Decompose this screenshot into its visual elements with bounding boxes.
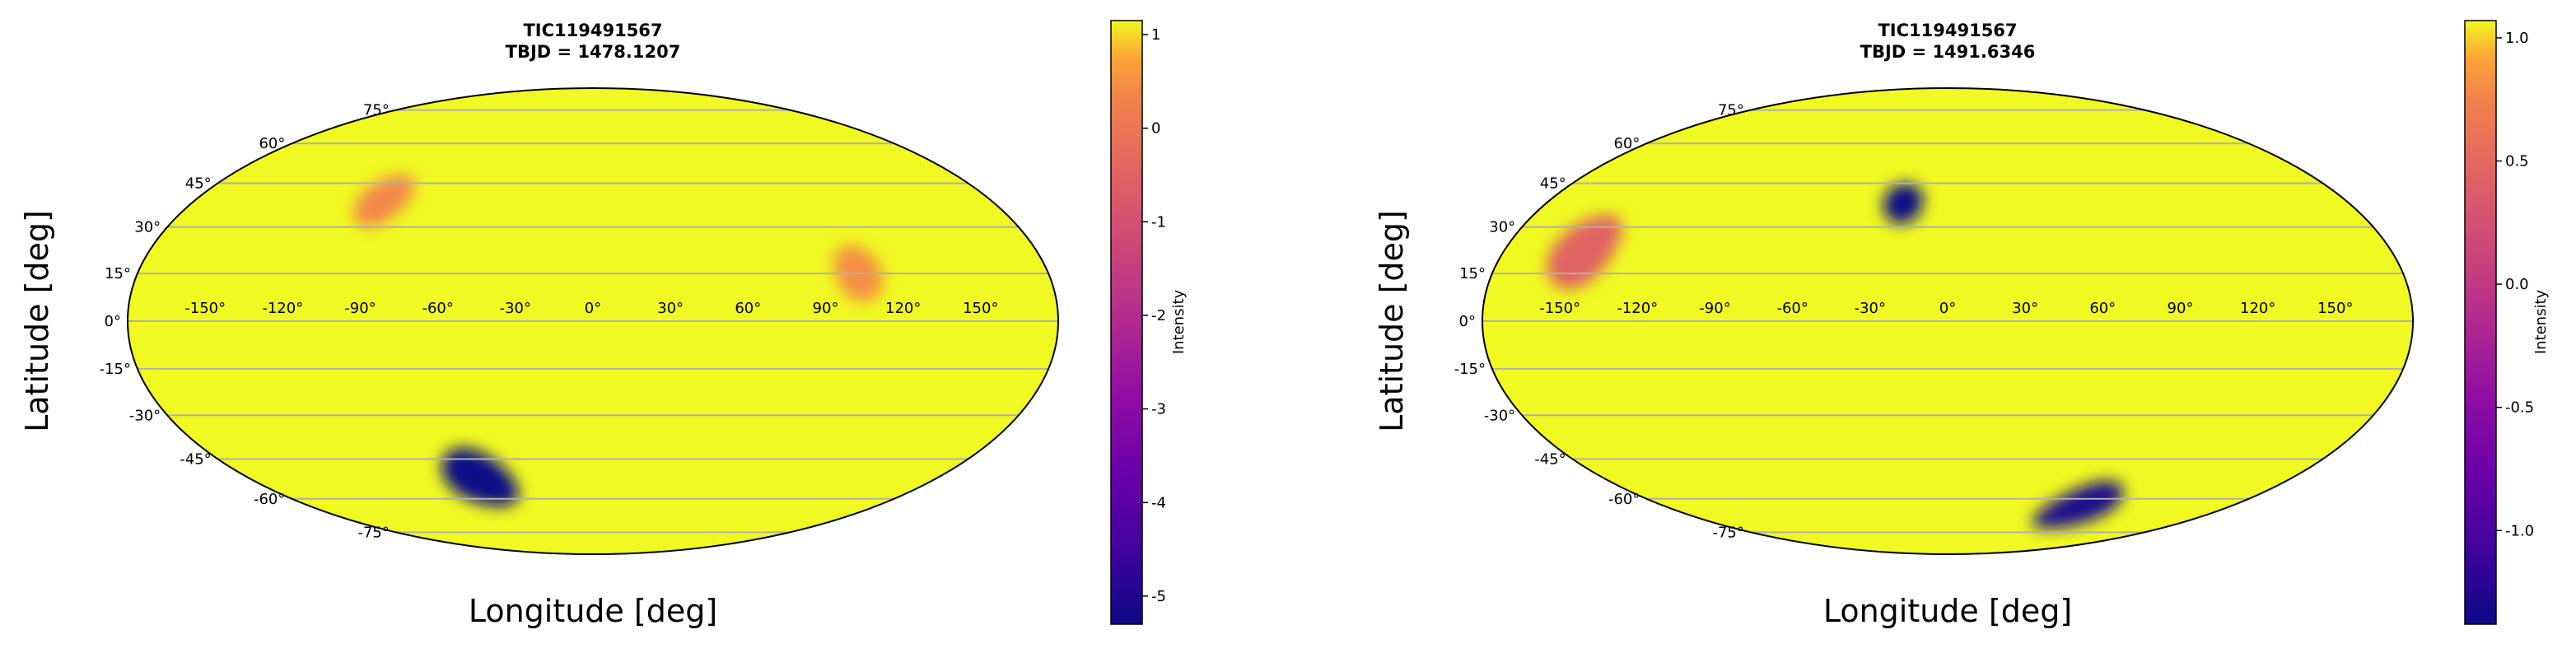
colorbar-tick-label: -3 [1151,401,1166,418]
longitude-tick-label: 30° [2012,300,2038,317]
colorbar-tick-label: -5 [1151,588,1166,605]
intensity-spot [1547,215,1622,290]
latitude-tick-label: -60° [254,491,285,508]
longitude-tick-label: -60° [422,300,453,317]
y-axis-label: Latitude [deg] [19,210,55,432]
colorbar: 1 0 -1 -2 -3 -4 -5 Intensity [1110,20,1188,625]
colorbar-tick-label: 0 [1151,120,1160,138]
latitude-tick-label: 15° [105,265,131,282]
map-panel-2: TIC119491567 TBJD = 1491.6346 -150° -120°… [1374,20,2550,629]
latitude-tick-label: -15° [1454,361,1486,378]
longitude-tick-label: -30° [1855,300,1886,317]
longitude-tick-label: 120° [2240,300,2275,317]
map-panel-1: TIC119491567 TBJD = 1478.1207 -150° -120°… [19,20,1188,629]
graticule [1482,109,2413,534]
latitude-tick-label: -60° [1608,491,1640,508]
map-subtitle: TBJD = 1491.6346 [1860,42,2036,62]
colorbar-tick-label: -4 [1151,494,1166,511]
latitude-tick-label: 0° [105,313,121,330]
longitude-tick-label: 150° [963,300,998,317]
longitude-tick-label: 90° [2168,300,2194,317]
latitude-tick-label: 60° [1613,135,1640,152]
latitude-tick-labels: 75° 60° 45° 30° 15° 0° -15° -30° -45° -60° -75° [100,102,390,542]
x-axis-label: Longitude [deg] [1823,593,2072,629]
longitude-tick-label: -90° [1699,300,1730,317]
y-axis-label: Latitude [deg] [1374,210,1410,432]
colorbar-gradient [1110,20,1143,625]
colorbar-ticks: 1 0 -1 -2 -3 -4 -5 [1142,26,1166,605]
map-title: TIC119491567 [1878,21,2017,40]
longitude-tick-label: -120° [262,300,303,317]
latitude-tick-label: 75° [1718,102,1744,119]
latitude-tick-label: 15° [1459,265,1486,282]
colorbar-tick-label: -1.0 [2505,522,2534,539]
intensity-spot [1883,183,1924,224]
colorbar-tick-label: 0.0 [2505,276,2529,293]
longitude-tick-label: 150° [2317,300,2353,317]
longitude-tick-label: -90° [344,300,376,317]
longitude-tick-label: 30° [657,300,684,317]
latitude-tick-label: -30° [129,407,161,424]
longitude-tick-label: 90° [813,300,839,317]
latitude-tick-label: -45° [180,451,211,469]
graticule [128,109,1058,534]
latitude-tick-label: 75° [363,102,390,119]
map-outline [127,87,1059,555]
latitude-tick-label: -30° [1484,407,1515,424]
colorbar: 1.0 0.5 0.0 -0.5 -1.0 Intensity [2464,20,2550,625]
colorbar-tick-label: -0.5 [2505,399,2534,417]
longitude-tick-label: -150° [184,300,226,317]
colorbar-label: Intensity [2532,289,2550,354]
colorbar-tick-label: -1 [1151,213,1166,231]
colorbar-tick-label: 1 [1151,26,1160,44]
longitude-tick-label: 0° [1939,300,1956,317]
latitude-tick-label: -15° [100,361,131,378]
latitude-tick-label: 0° [1459,313,1476,330]
latitude-tick-label: 30° [134,219,161,236]
latitude-tick-labels: 75° 60° 45° 30° 15° 0° -15° -30° -45° -60° -75° [1454,102,1744,542]
longitude-tick-label: -120° [1617,300,1658,317]
longitude-tick-label: -30° [500,300,531,317]
longitude-tick-label: 0° [585,300,601,317]
latitude-tick-label: -75° [357,524,389,541]
map-outline [1482,87,2414,555]
longitude-tick-label: 120° [885,300,921,317]
x-axis-label: Longitude [deg] [469,593,717,629]
colorbar-tick-label: 0.5 [2505,153,2529,170]
intensity-spots [1547,183,2124,529]
longitude-tick-label: 60° [2089,300,2116,317]
longitude-tick-label: -60° [1776,300,1808,317]
latitude-tick-label: 30° [1489,219,1515,236]
longitude-tick-labels: -150° -120° -90° -60° -30° 0° 30° 60° 90° 120° 150… [184,300,998,317]
latitude-tick-label: 45° [1540,175,1566,193]
longitude-tick-labels: -150° -120° -90° -60° -30° 0° 30° 60° 90° 120° 150… [1539,300,2353,317]
map-subtitle: TBJD = 1478.1207 [506,42,681,62]
colorbar-tick-label: -2 [1151,307,1166,324]
colorbar-ticks: 1.0 0.5 0.0 -0.5 -1.0 [2496,30,2534,539]
map-title: TIC119491567 [523,21,662,40]
intensity-spot [2032,481,2124,529]
colorbar-label: Intensity [1170,289,1188,354]
colorbar-gradient [2464,20,2497,625]
latitude-tick-label: -75° [1712,524,1743,541]
colorbar-tick-label: 1.0 [2505,30,2529,47]
longitude-tick-label: -150° [1539,300,1580,317]
latitude-tick-label: -45° [1534,451,1566,469]
latitude-tick-label: 45° [185,175,212,193]
longitude-tick-label: 60° [735,300,761,317]
latitude-tick-label: 60° [259,135,285,152]
intensity-spot [441,447,520,506]
intensity-spot [353,175,415,227]
